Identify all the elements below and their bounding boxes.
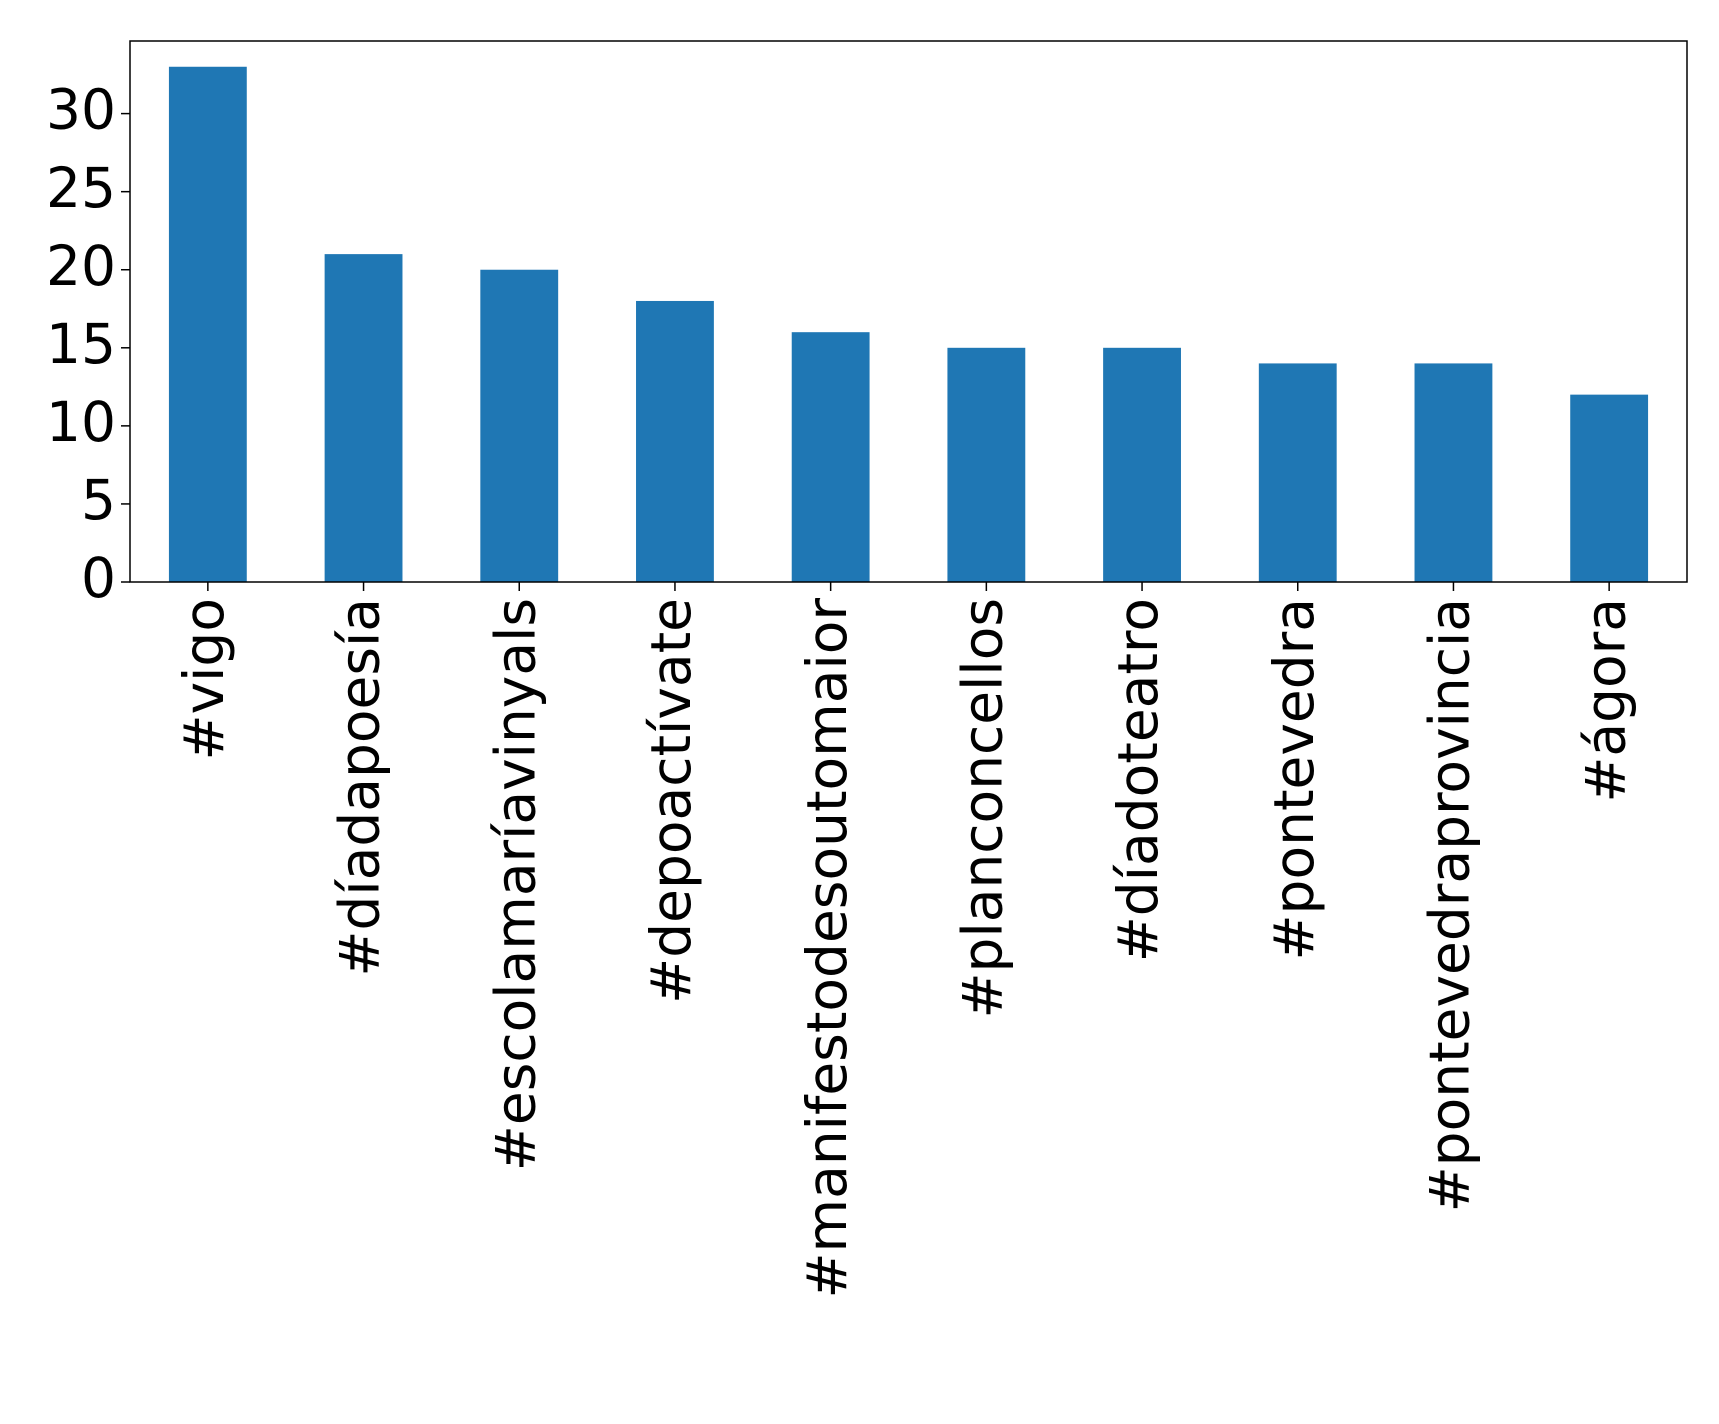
x-tick-label: #pontevedra: [1262, 598, 1326, 961]
x-tick-label: #díadapoesía: [328, 598, 392, 977]
x-tick-label: #díadoteatro: [1106, 598, 1170, 962]
x-tick-label: #ágora: [1573, 598, 1637, 803]
x-tick-label: #planconcellos: [950, 598, 1014, 1019]
x-tick-label: #manifestodesoutomaior: [795, 598, 859, 1299]
bar: [947, 347, 1026, 582]
y-tick-label: 10: [46, 390, 116, 454]
x-tick-label: #vigo: [172, 598, 236, 760]
bar: [1570, 394, 1649, 582]
bar: [168, 66, 247, 582]
x-tick-label: #escolamaríavinyals: [483, 598, 547, 1171]
bar: [1414, 363, 1493, 582]
y-tick-label: 0: [81, 546, 116, 610]
bar: [480, 269, 559, 582]
y-tick-label: 20: [46, 234, 116, 298]
x-tick-label: #pontevedraprovincia: [1418, 598, 1482, 1212]
bar: [636, 300, 714, 582]
y-tick-label: 15: [46, 312, 116, 376]
y-tick-label: 5: [81, 468, 116, 532]
bar: [791, 332, 870, 582]
y-tick-label: 30: [46, 78, 116, 142]
bar: [1103, 347, 1181, 582]
x-tick-label: #depoactívate: [639, 598, 703, 1004]
bar: [1258, 363, 1337, 582]
y-tick-label: 25: [46, 156, 116, 220]
plot-frame: [129, 40, 1688, 583]
bar: [324, 254, 403, 582]
